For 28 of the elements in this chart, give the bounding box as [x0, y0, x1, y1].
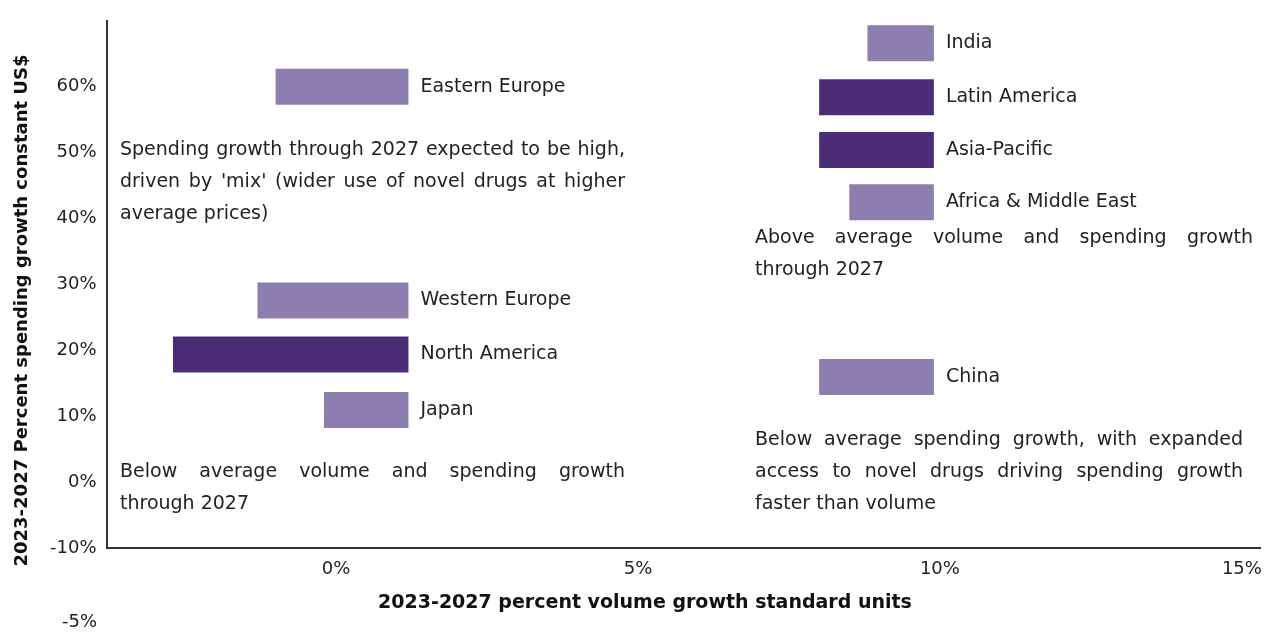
series-label: Eastern Europe [420, 73, 566, 96]
y-tick-label: 30% [56, 272, 97, 294]
y-tick-label: 40% [56, 206, 97, 228]
x-axis-title: 2023-2027 percent volume growth standard units [378, 590, 912, 612]
x-tick-label: 0% [321, 556, 351, 578]
y-axis-title: 2023-2027 Percent spending growth constant US$ [9, 53, 31, 569]
y-tick-label: 0% [67, 470, 97, 492]
series-label: Africa & Middle East [945, 189, 1137, 212]
series-label: North America [420, 341, 559, 364]
annotation: Above average volume and spending growth through 2027 [755, 224, 1253, 281]
x-tick-label: 15% [1221, 556, 1262, 578]
y-tick-label: 20% [56, 338, 97, 360]
annotation: Below average volume and spending growth through 2027 [120, 458, 625, 515]
series-label: Latin America [945, 84, 1078, 107]
annotation: Below average spending growth, with expanded access to novel drugs driving spending growth faster than volume [755, 426, 1243, 515]
y-tick-label: 60% [56, 74, 97, 96]
series-label: Japan [419, 396, 474, 419]
y-tick-label: 10% [56, 404, 97, 426]
text: -5% [62, 610, 99, 632]
series-label: India [945, 30, 993, 53]
x-tick-label: 10% [919, 556, 960, 578]
series-label: Asia-Pacific [945, 137, 1053, 159]
y-tick-label: 50% [56, 140, 97, 162]
series-label: Western Europe [420, 287, 572, 310]
series-label: China [945, 363, 1001, 386]
x-tick-label: 5% [623, 556, 653, 578]
y-tick-label: -10% [49, 536, 97, 558]
annotation: Spending growth through 2027 expected to be high, driven by 'mix' (wider use of novel drugs at higher average prices) [120, 136, 625, 225]
